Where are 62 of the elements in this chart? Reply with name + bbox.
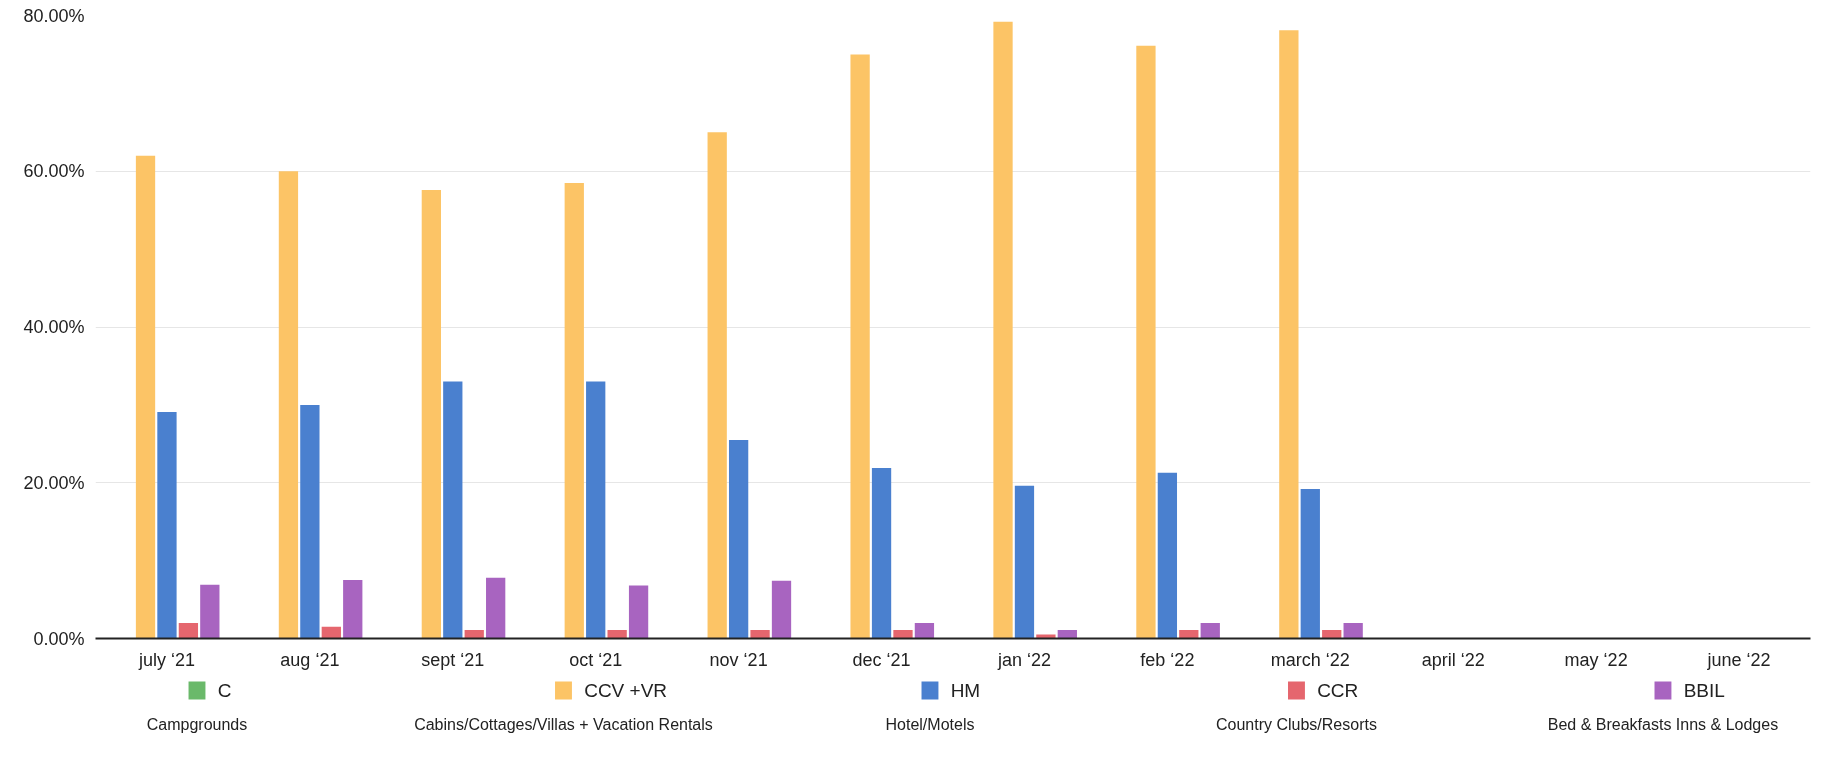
bar bbox=[893, 629, 913, 639]
y-tick-label: 0.00% bbox=[33, 628, 85, 649]
bar bbox=[1343, 622, 1363, 639]
bar bbox=[707, 132, 727, 639]
bar bbox=[443, 381, 463, 639]
x-tick-label: june ‘22 bbox=[1706, 649, 1771, 670]
x-tick-label: july ‘21 bbox=[137, 649, 195, 670]
bar bbox=[1279, 30, 1299, 639]
bar bbox=[178, 622, 199, 639]
bar bbox=[421, 189, 441, 639]
x-tick-label: may ‘22 bbox=[1564, 649, 1628, 670]
bar bbox=[914, 622, 935, 639]
bar bbox=[343, 580, 363, 639]
x-tick-label: jan ‘22 bbox=[996, 649, 1051, 670]
legend-label: CCV +VR bbox=[584, 680, 668, 701]
bar bbox=[1179, 629, 1199, 639]
text: Cabins/Cottages/Villas + Vacation Rentals bbox=[414, 716, 713, 733]
bar bbox=[771, 580, 792, 639]
bar bbox=[200, 584, 220, 639]
text: Bed & Breakfasts Inns & Lodges bbox=[1547, 716, 1779, 733]
legend-label: CCR bbox=[1317, 680, 1359, 701]
bar bbox=[1157, 472, 1178, 639]
x-tick-label: aug ‘21 bbox=[280, 649, 340, 670]
x-tick-label: oct ‘21 bbox=[569, 649, 623, 670]
text: Country Clubs/Resorts bbox=[1216, 716, 1377, 733]
bar bbox=[564, 182, 584, 639]
x-tick-label: feb ‘22 bbox=[1140, 649, 1195, 670]
bar bbox=[1300, 488, 1320, 639]
bar bbox=[486, 577, 506, 639]
bar bbox=[135, 155, 156, 639]
x-tick-label: march ‘22 bbox=[1270, 649, 1350, 670]
bar bbox=[1136, 45, 1156, 639]
bar bbox=[1322, 629, 1342, 639]
x-tick-label: sept ‘21 bbox=[421, 649, 485, 670]
bar bbox=[586, 381, 606, 639]
legend-label: C bbox=[217, 680, 232, 701]
bar bbox=[607, 629, 627, 639]
bar bbox=[278, 171, 299, 639]
bar bbox=[993, 21, 1013, 639]
y-tick-label: 20.00% bbox=[23, 472, 85, 493]
bar bbox=[871, 467, 892, 639]
x-tick-label: april ‘22 bbox=[1421, 649, 1485, 670]
bar bbox=[1014, 485, 1035, 639]
bar bbox=[628, 585, 649, 639]
text: Campgrounds bbox=[146, 716, 248, 733]
x-tick-label: dec ‘21 bbox=[852, 649, 911, 670]
bar bbox=[300, 404, 320, 639]
bar bbox=[157, 411, 177, 639]
bar bbox=[850, 54, 870, 639]
bar bbox=[1200, 622, 1220, 639]
bar bbox=[750, 629, 770, 639]
bar bbox=[321, 626, 341, 639]
legend-label: BBIL bbox=[1683, 680, 1725, 701]
x-tick-label: nov ‘21 bbox=[709, 649, 768, 670]
text: Hotel/Motels bbox=[885, 716, 975, 733]
bar bbox=[728, 439, 749, 639]
bar bbox=[1057, 629, 1077, 639]
legend-label: HM bbox=[950, 680, 981, 701]
y-tick-label: 60.00% bbox=[23, 161, 85, 182]
bar bbox=[464, 629, 484, 639]
y-tick-label: 80.00% bbox=[23, 5, 85, 26]
y-tick-label: 40.00% bbox=[23, 317, 85, 337]
